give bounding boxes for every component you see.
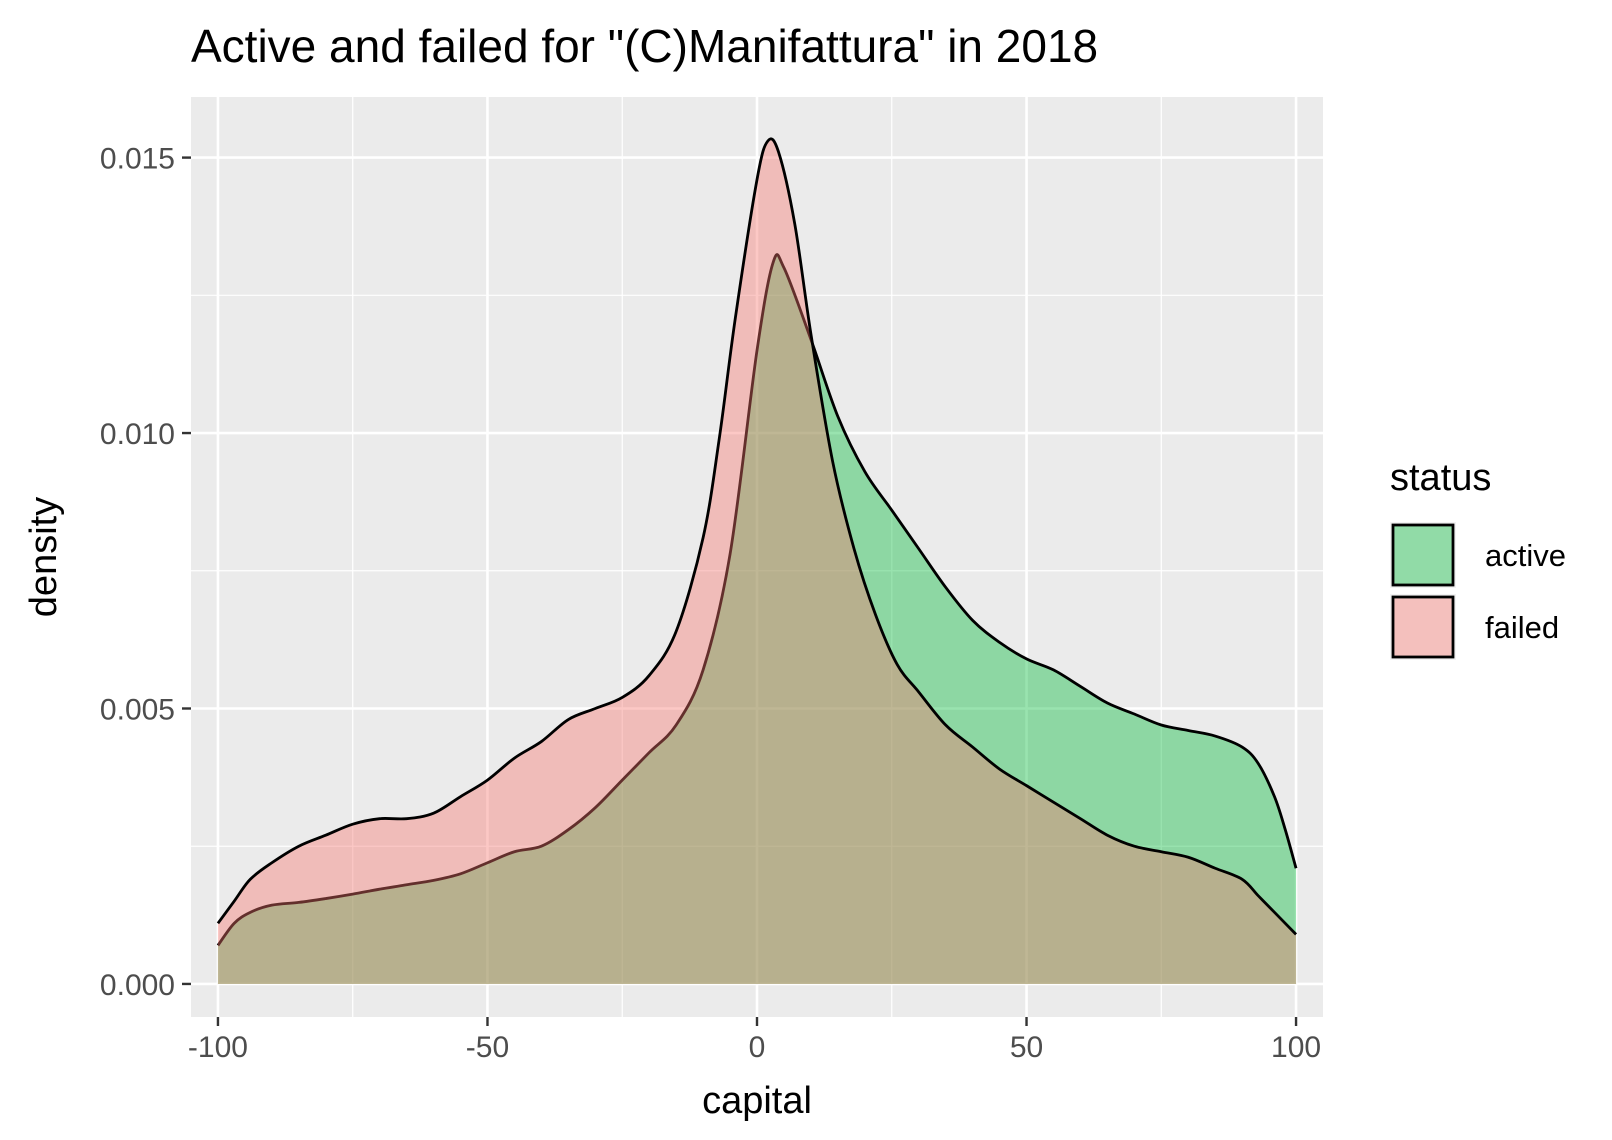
density-line-active: [216, 253, 1298, 947]
legend-label-active: active: [1485, 538, 1566, 573]
legend-label-failed: failed: [1485, 610, 1559, 645]
x-tick-label: 0: [749, 1031, 766, 1064]
legend-key-bg: [1390, 594, 1456, 660]
x-tick-label: 50: [1010, 1031, 1043, 1064]
density-area-failed: [217, 138, 1297, 984]
y-tick-label: 0.000: [100, 969, 175, 1002]
chart-title: Active and failed for "(C)Manifattura" i…: [191, 20, 1098, 72]
legend: status active failed: [1390, 457, 1566, 660]
density-area-active: [217, 254, 1297, 984]
density-series: [216, 137, 1298, 984]
legend-key-bg: [1390, 522, 1456, 588]
y-tick-label: 0.015: [100, 143, 175, 176]
major-gridlines: [191, 97, 1323, 1017]
density-line-failed: [216, 137, 1298, 936]
axes: -100 -50 0 50 100 0.000 0.005 0.010 0.015: [100, 143, 1321, 1064]
x-axis-title: capital: [702, 1080, 812, 1122]
x-tick-label: -50: [466, 1031, 509, 1064]
legend-key-failed: [1391, 595, 1455, 659]
x-tick-label: 100: [1271, 1031, 1321, 1064]
y-tick-label: 0.005: [100, 693, 175, 726]
legend-title: status: [1390, 457, 1491, 499]
y-axis-title: density: [23, 497, 65, 617]
x-tick-label: -100: [188, 1031, 248, 1064]
legend-key-active: [1391, 523, 1455, 587]
y-tick-label: 0.010: [100, 418, 175, 451]
